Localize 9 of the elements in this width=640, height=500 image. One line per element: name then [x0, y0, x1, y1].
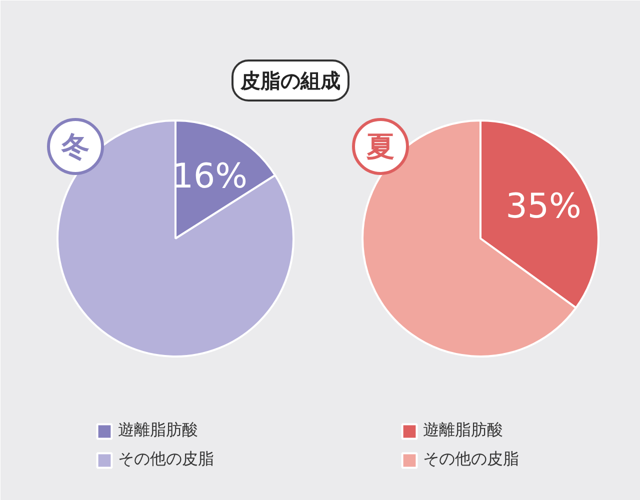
data-label: 16% — [172, 156, 248, 196]
legend-label: 遊離脂肪酸 — [118, 420, 198, 441]
data-label: 35% — [506, 186, 582, 226]
text: 皮脂の組成 — [240, 68, 340, 92]
legend-label: その他の皮脂 — [423, 449, 519, 470]
legend-label: 遊離脂肪酸 — [423, 420, 503, 441]
chart-title: 冬 — [60, 130, 90, 163]
legend-label: その他の皮脂 — [118, 449, 214, 470]
chart-title: 夏 — [366, 130, 394, 163]
